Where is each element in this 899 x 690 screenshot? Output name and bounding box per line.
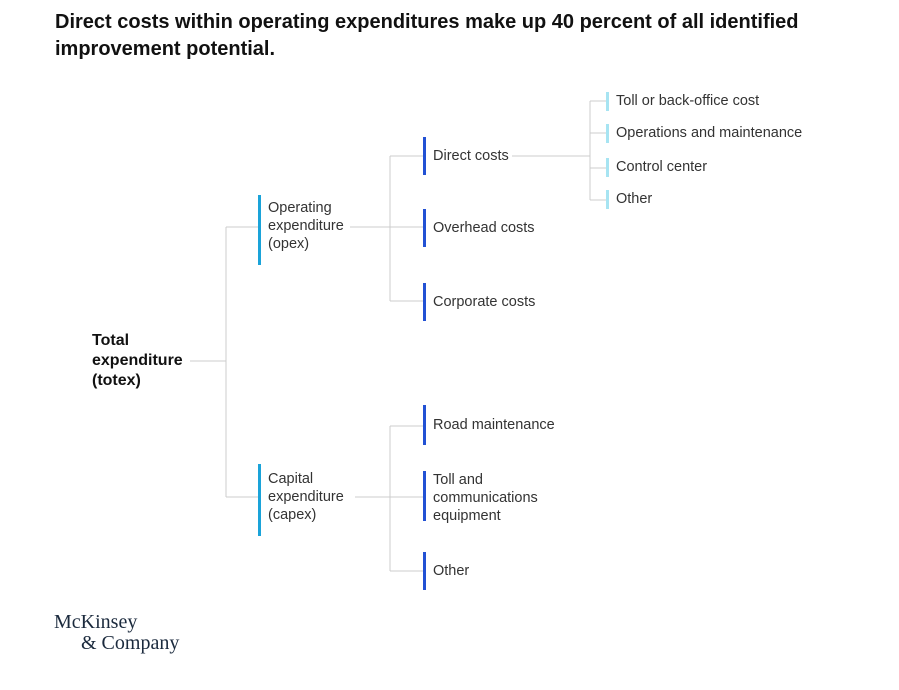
logo-line-2: & Company bbox=[81, 632, 180, 654]
node-corporate-costs: Corporate costs bbox=[423, 283, 535, 321]
node-capex: Capital expenditure (capex) bbox=[258, 464, 344, 536]
node-other: Other bbox=[606, 190, 652, 209]
node-road-maintenance: Road maintenance bbox=[423, 405, 555, 445]
mckinsey-logo: McKinsey & Company bbox=[54, 612, 179, 654]
node-toll-communications: Toll and communications equipment bbox=[423, 471, 538, 524]
node-operations-maintenance: Operations and maintenance bbox=[606, 124, 802, 143]
chart-title: Direct costs within operating expenditur… bbox=[55, 11, 799, 60]
node-direct-costs: Direct costs bbox=[423, 137, 509, 175]
logo-line-1: McKinsey bbox=[54, 611, 138, 633]
node-overhead-costs: Overhead costs bbox=[423, 209, 535, 247]
node-control-center: Control center bbox=[606, 158, 707, 177]
node-capex-other: Other bbox=[423, 552, 469, 590]
node-opex: Operating expenditure (opex) bbox=[258, 195, 344, 265]
node-total-expenditure: Total expenditure (totex) bbox=[92, 332, 183, 389]
node-toll-backoffice: Toll or back-office cost bbox=[606, 92, 759, 111]
